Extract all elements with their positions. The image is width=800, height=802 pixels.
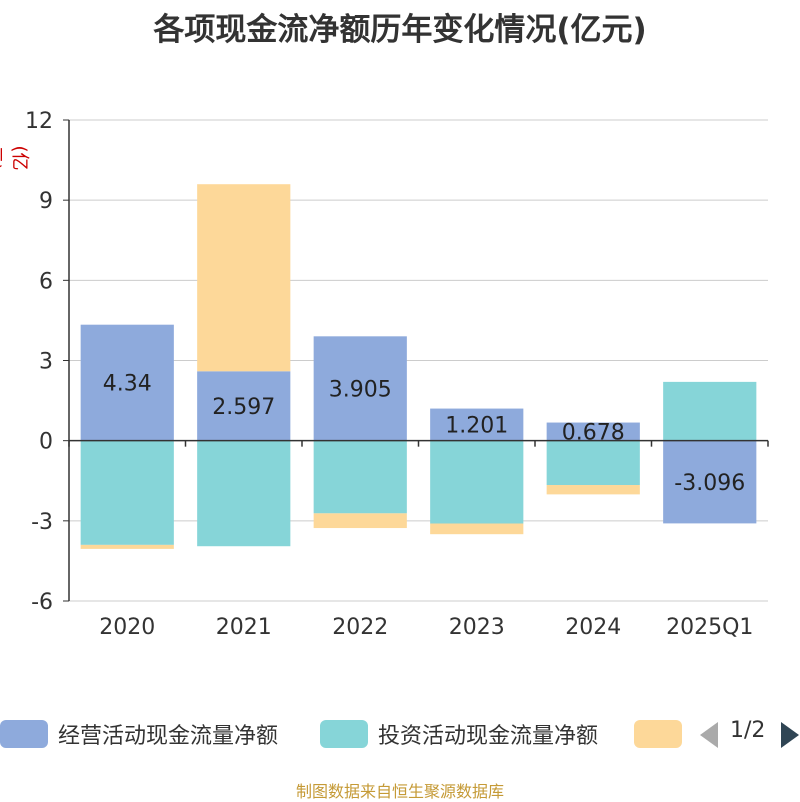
bar-2020-series-2 [80, 544, 174, 549]
legend-item-operating[interactable]: 经营活动现金流量净额 [0, 716, 278, 752]
x-tick-label-2023: 2023 [449, 615, 505, 640]
y-tick-label-3: 3 [39, 350, 53, 375]
legend-item-financing[interactable] [634, 716, 682, 752]
data-label-2024: 0.678 [562, 421, 625, 446]
chart-plot: -6 -3 0 3 6 9 12 2020 2021 2022 2023 2024 2025Q1 4.34… [25, 109, 769, 640]
bar-2024-series-0 [546, 422, 640, 441]
bar-2023-series-0 [430, 408, 524, 441]
data-label-2021: 2.597 [212, 395, 275, 420]
bar-2024-series-2 [546, 485, 640, 495]
legend-label-investing: 投资活动现金流量净额 [378, 724, 599, 749]
legend-prev-page-icon[interactable] [700, 722, 718, 748]
data-label-2025Q1: -3.096 [674, 471, 745, 496]
bar-2024-series-1 [546, 440, 640, 486]
bar-2025Q1-series-0 [663, 440, 757, 524]
y-tick-label-1: -3 [31, 510, 53, 535]
y-tick-label-0: -6 [31, 590, 53, 615]
chart-title: 各项现金流净额历年变化情况(亿元) [153, 12, 647, 48]
y-tick-label-2: 0 [39, 430, 53, 455]
legend-swatch-operating [0, 720, 48, 748]
x-tick-label-2024: 2024 [565, 615, 621, 640]
bar-2021-series-0 [197, 371, 291, 441]
bar-2025Q1-series-1 [663, 381, 757, 441]
x-tick-label-2025Q1: 2025Q1 [666, 615, 753, 640]
data-label-2020: 4.34 [103, 372, 152, 397]
bar-2021-series-1 [197, 440, 291, 547]
legend-page-indicator: 1/2 [730, 718, 766, 743]
bar-2020-series-1 [80, 440, 174, 545]
y-tick-label-4: 6 [39, 269, 53, 294]
x-tick-label-2020: 2020 [99, 615, 155, 640]
x-tick-label-2022: 2022 [332, 615, 388, 640]
legend-swatch-financing [634, 720, 682, 748]
bar-2023-series-2 [430, 523, 524, 535]
legend: 经营活动现金流量净额 投资活动现金流量净额 1/2 [0, 716, 800, 752]
data-label-2022: 3.905 [329, 377, 392, 402]
legend-item-investing[interactable]: 投资活动现金流量净额 [320, 716, 598, 752]
data-label-2023: 1.201 [445, 414, 508, 439]
bar-2020-series-0 [80, 324, 174, 441]
x-tick-label-2021: 2021 [216, 615, 272, 640]
bar-2022-series-2 [313, 513, 407, 529]
legend-swatch-investing [320, 720, 368, 748]
y-tick-label-5: 9 [39, 189, 53, 214]
bar-2022-series-0 [313, 336, 407, 441]
legend-next-page-icon[interactable] [781, 722, 799, 748]
bar-2022-series-1 [313, 440, 407, 514]
legend-label-operating: 经营活动现金流量净额 [58, 724, 279, 749]
bar-2023-series-1 [430, 440, 524, 524]
data-source-note: 制图数据来自恒生聚源数据库 [295, 782, 504, 801]
bar-2021-series-2 [197, 184, 291, 372]
y-tick-label-6: 12 [25, 109, 53, 134]
